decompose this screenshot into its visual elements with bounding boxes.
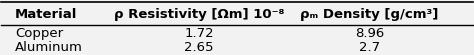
Text: 2.65: 2.65 xyxy=(184,41,214,54)
Text: ρ Resistivity [Ωm] 10⁻⁸: ρ Resistivity [Ωm] 10⁻⁸ xyxy=(114,8,284,21)
Text: 8.96: 8.96 xyxy=(355,27,384,40)
Text: Material: Material xyxy=(15,8,77,21)
Text: ρₘ Density [g/cm³]: ρₘ Density [g/cm³] xyxy=(300,8,438,21)
Text: 2.7: 2.7 xyxy=(359,41,380,54)
Text: Copper: Copper xyxy=(15,27,63,40)
Text: 1.72: 1.72 xyxy=(184,27,214,40)
Text: Aluminum: Aluminum xyxy=(15,41,83,54)
